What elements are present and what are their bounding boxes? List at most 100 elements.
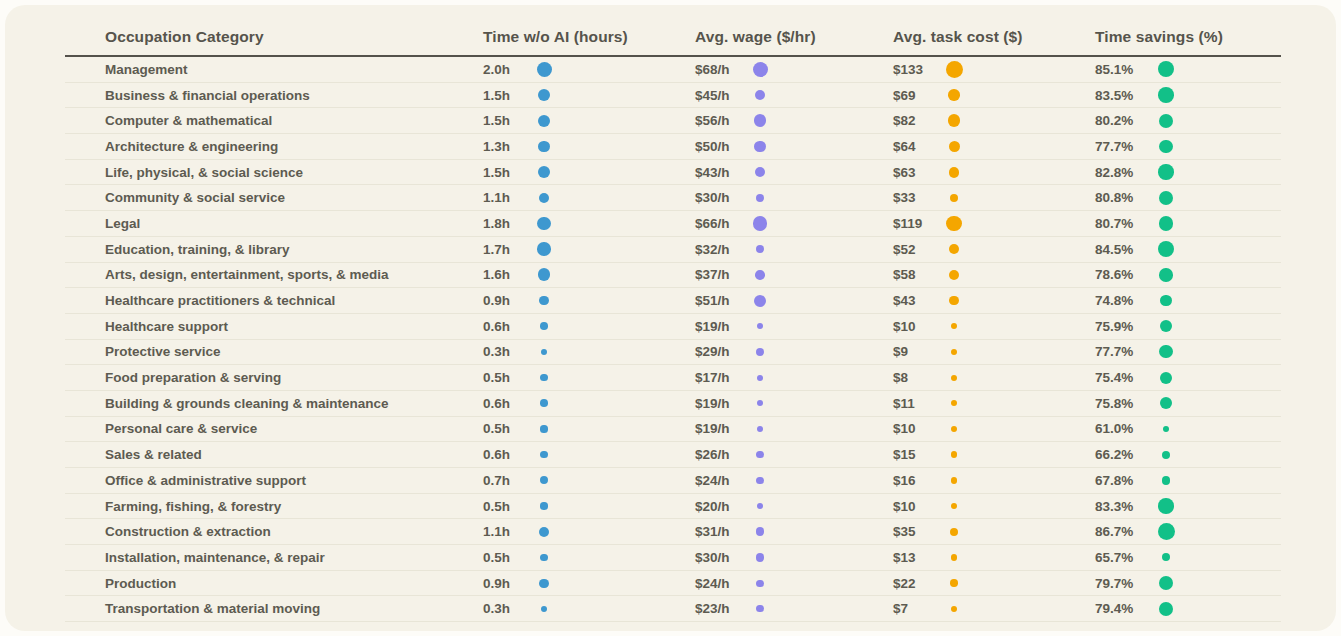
time-value: 0.9h: [483, 293, 533, 308]
cost-dot-box: [943, 547, 965, 567]
cost-cell: $13: [893, 547, 1095, 567]
savings-cell: 85.1%: [1095, 59, 1281, 79]
time-value: 0.5h: [483, 499, 533, 514]
column-header-avg-wage: Avg. wage ($/hr): [695, 28, 893, 46]
wage-bubble-icon: [757, 426, 763, 432]
cost-dot-box: [943, 136, 965, 156]
savings-dot-box: [1155, 59, 1177, 79]
savings-value: 80.2%: [1095, 113, 1155, 128]
wage-cell: $50/h: [695, 136, 893, 156]
wage-bubble-icon: [756, 348, 764, 356]
occupation-label: Personal care & service: [65, 421, 483, 436]
savings-bubble-icon: [1159, 216, 1173, 230]
savings-cell: 74.8%: [1095, 291, 1281, 311]
wage-value: $43/h: [695, 165, 749, 180]
time-dot-box: [533, 162, 555, 182]
time-value: 2.0h: [483, 62, 533, 77]
cost-cell: $119: [893, 213, 1095, 233]
table-row: Healthcare practitioners & technical 0.9…: [65, 288, 1281, 314]
time-cell: 1.7h: [483, 239, 695, 259]
savings-dot-box: [1155, 599, 1177, 619]
wage-cell: $19/h: [695, 393, 893, 413]
cost-bubble-icon: [949, 296, 958, 305]
cost-cell: $133: [893, 59, 1095, 79]
savings-dot-box: [1155, 213, 1177, 233]
time-bubble-icon: [539, 296, 548, 305]
occupation-label: Office & administrative support: [65, 473, 483, 488]
cost-cell: $63: [893, 162, 1095, 182]
savings-value: 84.5%: [1095, 242, 1155, 257]
time-cell: 0.5h: [483, 496, 695, 516]
wage-dot-box: [749, 547, 771, 567]
time-cell: 0.7h: [483, 470, 695, 490]
savings-dot-box: [1155, 342, 1177, 362]
cost-dot-box: [943, 265, 965, 285]
time-value: 0.6h: [483, 447, 533, 462]
occupation-label: Sales & related: [65, 447, 483, 462]
cost-value: $11: [893, 396, 943, 411]
cost-dot-box: [943, 470, 965, 490]
cost-cell: $58: [893, 265, 1095, 285]
savings-dot-box: [1155, 188, 1177, 208]
occupation-label: Architecture & engineering: [65, 139, 483, 154]
cost-dot-box: [943, 599, 965, 619]
time-value: 1.5h: [483, 88, 533, 103]
occupation-label: Protective service: [65, 344, 483, 359]
time-value: 1.1h: [483, 190, 533, 205]
time-dot-box: [533, 59, 555, 79]
table-row: Arts, design, entertainment, sports, & m…: [65, 263, 1281, 289]
savings-cell: 83.5%: [1095, 85, 1281, 105]
savings-bubble-icon: [1160, 397, 1172, 409]
table-row: Food preparation & serving 0.5h $17/h $8…: [65, 365, 1281, 391]
savings-bubble-icon: [1159, 602, 1173, 616]
wage-bubble-icon: [756, 451, 764, 459]
cost-bubble-icon: [951, 375, 957, 381]
cost-dot-box: [943, 213, 965, 233]
cost-value: $133: [893, 62, 943, 77]
cost-cell: $52: [893, 239, 1095, 259]
occupation-label: Building & grounds cleaning & maintenanc…: [65, 396, 483, 411]
savings-bubble-icon: [1160, 320, 1172, 332]
wage-value: $19/h: [695, 396, 749, 411]
wage-cell: $20/h: [695, 496, 893, 516]
time-dot-box: [533, 393, 555, 413]
wage-cell: $68/h: [695, 59, 893, 79]
savings-value: 82.8%: [1095, 165, 1155, 180]
savings-dot-box: [1155, 265, 1177, 285]
time-cell: 1.5h: [483, 85, 695, 105]
time-value: 0.7h: [483, 473, 533, 488]
time-bubble-icon: [539, 527, 549, 537]
savings-bubble-icon: [1159, 140, 1172, 153]
savings-cell: 78.6%: [1095, 265, 1281, 285]
table-card: Occupation Category Time w/o AI (hours) …: [5, 5, 1336, 631]
savings-dot-box: [1155, 136, 1177, 156]
cost-dot-box: [943, 445, 965, 465]
cost-dot-box: [943, 573, 965, 593]
cost-value: $10: [893, 421, 943, 436]
savings-dot-box: [1155, 368, 1177, 388]
savings-dot-box: [1155, 316, 1177, 336]
wage-cell: $37/h: [695, 265, 893, 285]
cost-dot-box: [943, 239, 965, 259]
time-value: 1.1h: [483, 524, 533, 539]
savings-dot-box: [1155, 291, 1177, 311]
time-cell: 0.3h: [483, 342, 695, 362]
time-dot-box: [533, 470, 555, 490]
cost-bubble-icon: [951, 426, 957, 432]
savings-value: 85.1%: [1095, 62, 1155, 77]
cost-bubble-icon: [951, 451, 958, 458]
time-bubble-icon: [540, 554, 547, 561]
savings-value: 80.8%: [1095, 190, 1155, 205]
cost-cell: $22: [893, 573, 1095, 593]
cost-value: $7: [893, 601, 943, 616]
savings-value: 86.7%: [1095, 524, 1155, 539]
time-dot-box: [533, 239, 555, 259]
wage-value: $23/h: [695, 601, 749, 616]
cost-dot-box: [943, 111, 965, 131]
cost-bubble-icon: [950, 528, 958, 536]
cost-cell: $10: [893, 316, 1095, 336]
time-cell: 1.5h: [483, 111, 695, 131]
time-dot-box: [533, 547, 555, 567]
time-bubble-icon: [540, 399, 548, 407]
cost-value: $8: [893, 370, 943, 385]
